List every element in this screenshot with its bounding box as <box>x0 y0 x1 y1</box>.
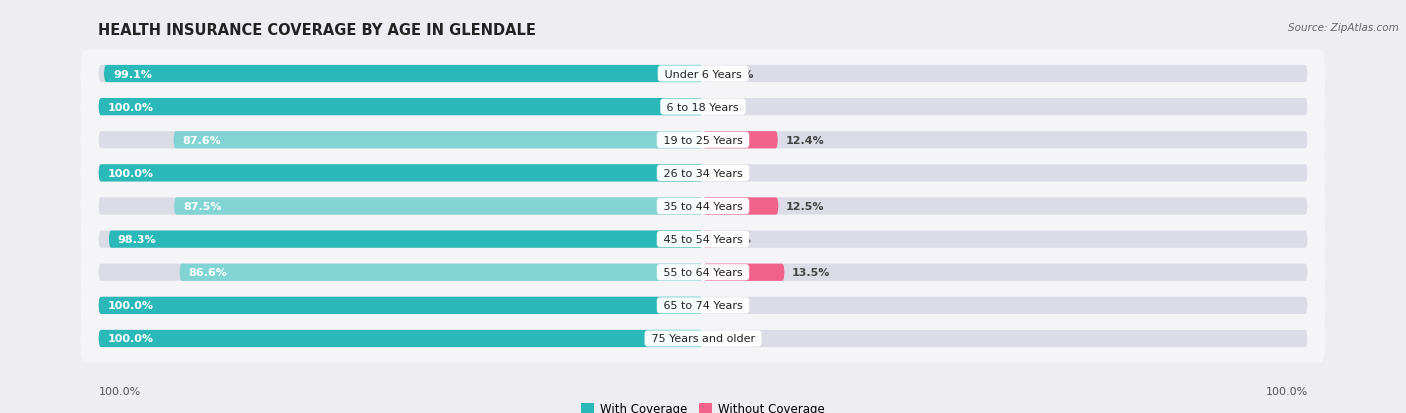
Text: 100.0%: 100.0% <box>107 102 153 112</box>
Text: 6 to 18 Years: 6 to 18 Years <box>664 102 742 112</box>
FancyBboxPatch shape <box>703 297 706 314</box>
Text: 45 to 54 Years: 45 to 54 Years <box>659 235 747 244</box>
FancyBboxPatch shape <box>98 132 703 149</box>
FancyBboxPatch shape <box>80 282 1326 330</box>
FancyBboxPatch shape <box>98 330 703 347</box>
Text: 65 to 74 Years: 65 to 74 Years <box>659 301 747 311</box>
FancyBboxPatch shape <box>80 216 1326 263</box>
FancyBboxPatch shape <box>703 330 706 347</box>
FancyBboxPatch shape <box>703 198 779 215</box>
FancyBboxPatch shape <box>98 297 703 314</box>
Text: 55 to 64 Years: 55 to 64 Years <box>659 268 747 278</box>
FancyBboxPatch shape <box>104 66 703 83</box>
Text: 12.4%: 12.4% <box>785 135 824 145</box>
FancyBboxPatch shape <box>80 116 1326 164</box>
Text: 26 to 34 Years: 26 to 34 Years <box>659 169 747 178</box>
FancyBboxPatch shape <box>98 165 703 182</box>
Text: Source: ZipAtlas.com: Source: ZipAtlas.com <box>1288 23 1399 33</box>
Text: Under 6 Years: Under 6 Years <box>661 69 745 79</box>
Text: 35 to 44 Years: 35 to 44 Years <box>659 202 747 211</box>
Text: 75 Years and older: 75 Years and older <box>648 334 758 344</box>
Text: 0.0%: 0.0% <box>713 102 744 112</box>
Legend: With Coverage, Without Coverage: With Coverage, Without Coverage <box>581 402 825 413</box>
Text: HEALTH INSURANCE COVERAGE BY AGE IN GLENDALE: HEALTH INSURANCE COVERAGE BY AGE IN GLEN… <box>98 23 536 38</box>
FancyBboxPatch shape <box>98 198 703 215</box>
FancyBboxPatch shape <box>703 66 709 83</box>
FancyBboxPatch shape <box>703 165 1308 182</box>
FancyBboxPatch shape <box>703 297 1308 314</box>
FancyBboxPatch shape <box>98 330 703 347</box>
FancyBboxPatch shape <box>703 132 1308 149</box>
Text: 12.5%: 12.5% <box>786 202 824 211</box>
FancyBboxPatch shape <box>703 264 1308 281</box>
Text: 19 to 25 Years: 19 to 25 Years <box>659 135 747 145</box>
FancyBboxPatch shape <box>98 66 703 83</box>
FancyBboxPatch shape <box>703 99 706 116</box>
FancyBboxPatch shape <box>98 165 703 182</box>
FancyBboxPatch shape <box>108 231 703 248</box>
FancyBboxPatch shape <box>80 249 1326 297</box>
Text: 13.5%: 13.5% <box>792 268 831 278</box>
FancyBboxPatch shape <box>703 165 706 182</box>
FancyBboxPatch shape <box>174 198 703 215</box>
FancyBboxPatch shape <box>98 264 703 281</box>
FancyBboxPatch shape <box>80 83 1326 131</box>
Text: 99.1%: 99.1% <box>112 69 152 79</box>
FancyBboxPatch shape <box>703 66 1308 83</box>
FancyBboxPatch shape <box>80 50 1326 98</box>
Text: 100.0%: 100.0% <box>107 301 153 311</box>
FancyBboxPatch shape <box>173 132 703 149</box>
FancyBboxPatch shape <box>98 231 703 248</box>
FancyBboxPatch shape <box>180 264 703 281</box>
Text: 87.5%: 87.5% <box>183 202 222 211</box>
Text: 0.0%: 0.0% <box>713 169 744 178</box>
FancyBboxPatch shape <box>703 231 713 248</box>
Text: 0.0%: 0.0% <box>713 301 744 311</box>
FancyBboxPatch shape <box>80 315 1326 363</box>
FancyBboxPatch shape <box>98 99 703 116</box>
Text: 87.6%: 87.6% <box>183 135 221 145</box>
Text: 100.0%: 100.0% <box>107 334 153 344</box>
FancyBboxPatch shape <box>80 183 1326 230</box>
FancyBboxPatch shape <box>703 264 785 281</box>
Text: 0.93%: 0.93% <box>716 69 755 79</box>
Text: 0.0%: 0.0% <box>713 334 744 344</box>
Text: 100.0%: 100.0% <box>1265 387 1308 396</box>
Text: 100.0%: 100.0% <box>107 169 153 178</box>
Text: 100.0%: 100.0% <box>98 387 141 396</box>
FancyBboxPatch shape <box>703 132 778 149</box>
FancyBboxPatch shape <box>703 99 1308 116</box>
Text: 98.3%: 98.3% <box>118 235 156 244</box>
Text: 86.6%: 86.6% <box>188 268 228 278</box>
Text: 1.7%: 1.7% <box>720 235 751 244</box>
FancyBboxPatch shape <box>703 198 1308 215</box>
FancyBboxPatch shape <box>703 231 1308 248</box>
FancyBboxPatch shape <box>98 99 703 116</box>
FancyBboxPatch shape <box>98 297 703 314</box>
FancyBboxPatch shape <box>703 330 1308 347</box>
FancyBboxPatch shape <box>80 150 1326 197</box>
